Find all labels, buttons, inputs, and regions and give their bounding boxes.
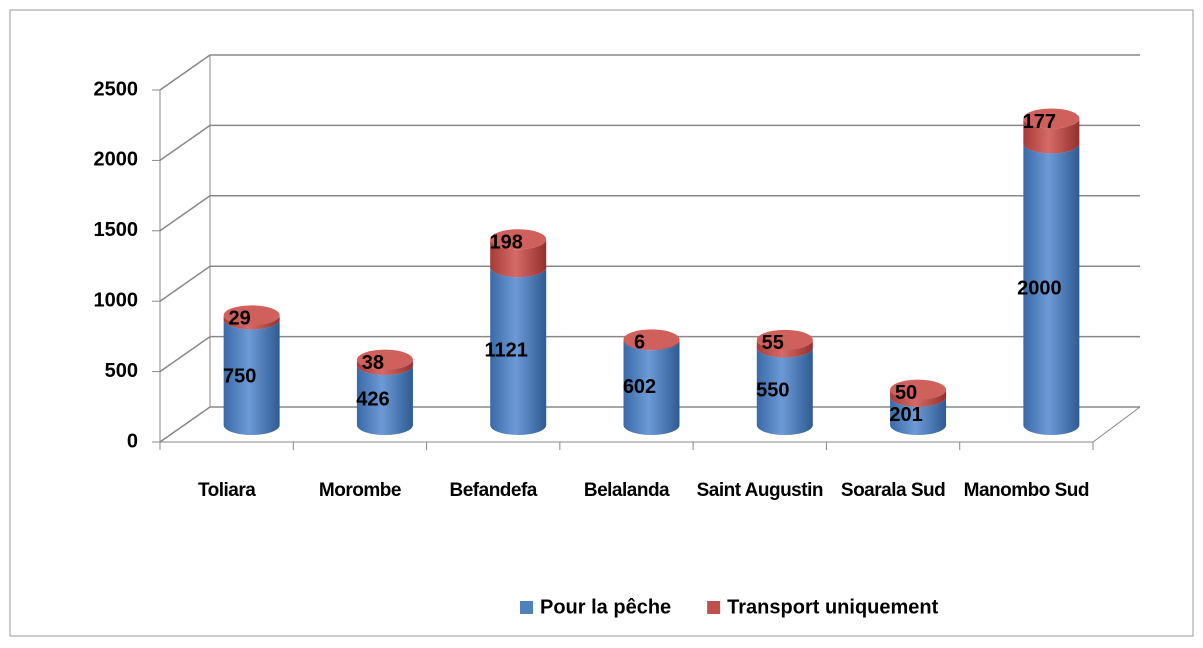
x-tick-label: Toliara [197, 480, 256, 501]
bar-top [356, 349, 413, 370]
bar [1023, 143, 1080, 436]
grid-line [159, 335, 1140, 373]
legend-swatch [520, 601, 533, 614]
bar [223, 315, 280, 330]
bar [756, 347, 813, 435]
value-label: 177 [1023, 111, 1056, 133]
x-tick-label: Befandefa [449, 480, 538, 501]
x-tick-label: Belalanda [583, 480, 670, 501]
legend-label: Pour la pêche [540, 596, 671, 618]
value-label: 29 [229, 308, 251, 330]
bar [223, 319, 280, 435]
bar [623, 340, 680, 435]
bar [356, 365, 413, 435]
value-label: 750 [223, 365, 256, 387]
grid-line [159, 406, 1140, 443]
y-tick-label: 500 [105, 360, 138, 382]
y-tick-label: 0 [127, 430, 138, 452]
bar [1023, 118, 1080, 154]
x-tick-label: Manombo Sud [963, 480, 1090, 501]
value-label: 426 [356, 388, 389, 410]
bar-top [223, 305, 280, 326]
value-label: 550 [756, 380, 789, 402]
chart-border [9, 9, 1194, 637]
grid-line [159, 265, 1140, 302]
grid-line [159, 124, 1140, 162]
grid-line [159, 195, 1140, 232]
bar [756, 339, 813, 358]
bar-top [623, 329, 680, 350]
value-label: 55 [762, 332, 784, 354]
bar-top [490, 229, 547, 250]
bar-top [756, 329, 813, 350]
bar [890, 389, 947, 407]
y-tick-label: 2500 [94, 78, 139, 100]
value-label: 50 [895, 382, 917, 404]
value-label: 2000 [1017, 277, 1062, 299]
bar [490, 267, 547, 435]
value-label: 201 [889, 404, 922, 426]
bar-top [1023, 108, 1080, 129]
bar [890, 396, 947, 435]
value-label: 38 [362, 352, 384, 374]
x-tick-label: Morombe [318, 480, 402, 501]
y-tick-label: 1500 [94, 219, 139, 241]
y-tick-label: 1000 [94, 289, 139, 311]
x-tick-label: Soarala Sud [840, 480, 946, 501]
x-tick-label: Saint Augustin [696, 480, 824, 501]
bar-top [890, 379, 947, 400]
value-label: 198 [490, 232, 523, 254]
legend-swatch [707, 601, 721, 614]
value-label: 602 [623, 376, 656, 398]
legend-label: Transport uniquement [727, 596, 938, 618]
value-label: 1121 [485, 339, 528, 361]
y-tick-label: 2000 [94, 149, 139, 171]
bar [490, 239, 547, 278]
grid-line [159, 54, 1140, 91]
value-label: 6 [634, 332, 645, 354]
bar [356, 359, 413, 376]
